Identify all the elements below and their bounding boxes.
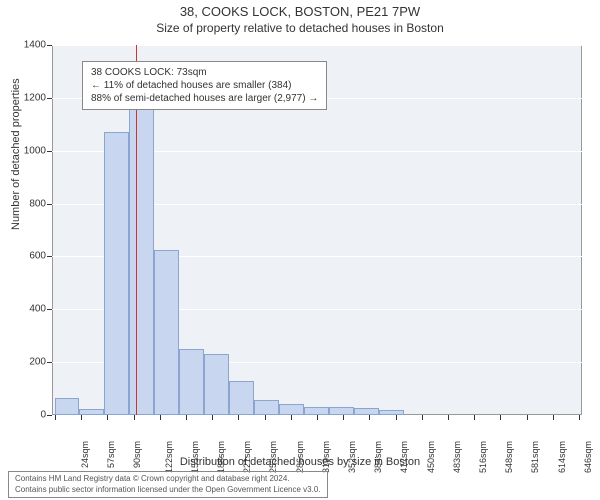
histogram-bar [379, 410, 404, 415]
y-tick [47, 204, 52, 205]
annotation-box: 38 COOKS LOCK: 73sqm ← 11% of detached h… [82, 61, 327, 110]
annotation-line1: 38 COOKS LOCK: 73sqm [91, 66, 318, 79]
x-tick [527, 415, 528, 420]
histogram-bar [154, 250, 179, 415]
histogram-bar [279, 404, 304, 415]
x-tick [291, 415, 292, 420]
histogram-bar [179, 349, 204, 415]
y-tick [47, 309, 52, 310]
y-tick-label: 0 [16, 410, 46, 421]
histogram-bar [129, 108, 154, 415]
y-tick [47, 415, 52, 416]
x-tick [448, 415, 449, 420]
x-tick [579, 415, 580, 420]
page-title: 38, COOKS LOCK, BOSTON, PE21 7PW [0, 0, 600, 19]
y-tick [47, 45, 52, 46]
page-subtitle: Size of property relative to detached ho… [0, 19, 600, 35]
footer-line2: Contains public sector information licen… [15, 485, 321, 495]
x-tick [55, 415, 56, 420]
y-tick [47, 98, 52, 99]
y-tick-label: 200 [16, 357, 46, 368]
annotation-line2: ← 11% of detached houses are smaller (38… [91, 79, 318, 92]
y-tick [47, 256, 52, 257]
x-tick [500, 415, 501, 420]
x-tick [369, 415, 370, 420]
histogram-bar [79, 409, 104, 415]
x-tick [81, 415, 82, 420]
histogram-bar [104, 132, 129, 415]
x-tick [474, 415, 475, 420]
x-tick [212, 415, 213, 420]
x-tick [396, 415, 397, 420]
y-tick-label: 400 [16, 304, 46, 315]
y-tick-label: 800 [16, 198, 46, 209]
y-tick [47, 362, 52, 363]
x-tick [107, 415, 108, 420]
histogram-bar [304, 407, 329, 415]
annotation-line3: 88% of semi-detached houses are larger (… [91, 92, 318, 105]
y-tick-label: 600 [16, 251, 46, 262]
footer-attribution: Contains HM Land Registry data © Crown c… [8, 471, 328, 498]
y-tick-label: 1000 [16, 145, 46, 156]
footer-line1: Contains HM Land Registry data © Crown c… [15, 474, 321, 484]
histogram-bar [55, 398, 79, 415]
x-tick [186, 415, 187, 420]
x-tick [422, 415, 423, 420]
x-axis-title: Distribution of detached houses by size … [0, 456, 600, 468]
x-tick [160, 415, 161, 420]
histogram-bar [329, 407, 354, 415]
chart-plot-area: 0200400600800100012001400 24sqm57sqm90sq… [52, 45, 582, 415]
y-tick-label: 1200 [16, 92, 46, 103]
x-tick [134, 415, 135, 420]
x-tick [265, 415, 266, 420]
x-tick [238, 415, 239, 420]
x-tick [553, 415, 554, 420]
y-tick [47, 151, 52, 152]
x-tick [317, 415, 318, 420]
histogram-bar [204, 354, 229, 415]
y-tick-label: 1400 [16, 40, 46, 51]
grid-line [52, 45, 582, 46]
histogram-bar [254, 400, 279, 415]
x-tick [343, 415, 344, 420]
histogram-bar [229, 381, 254, 415]
histogram-bar [354, 408, 379, 415]
